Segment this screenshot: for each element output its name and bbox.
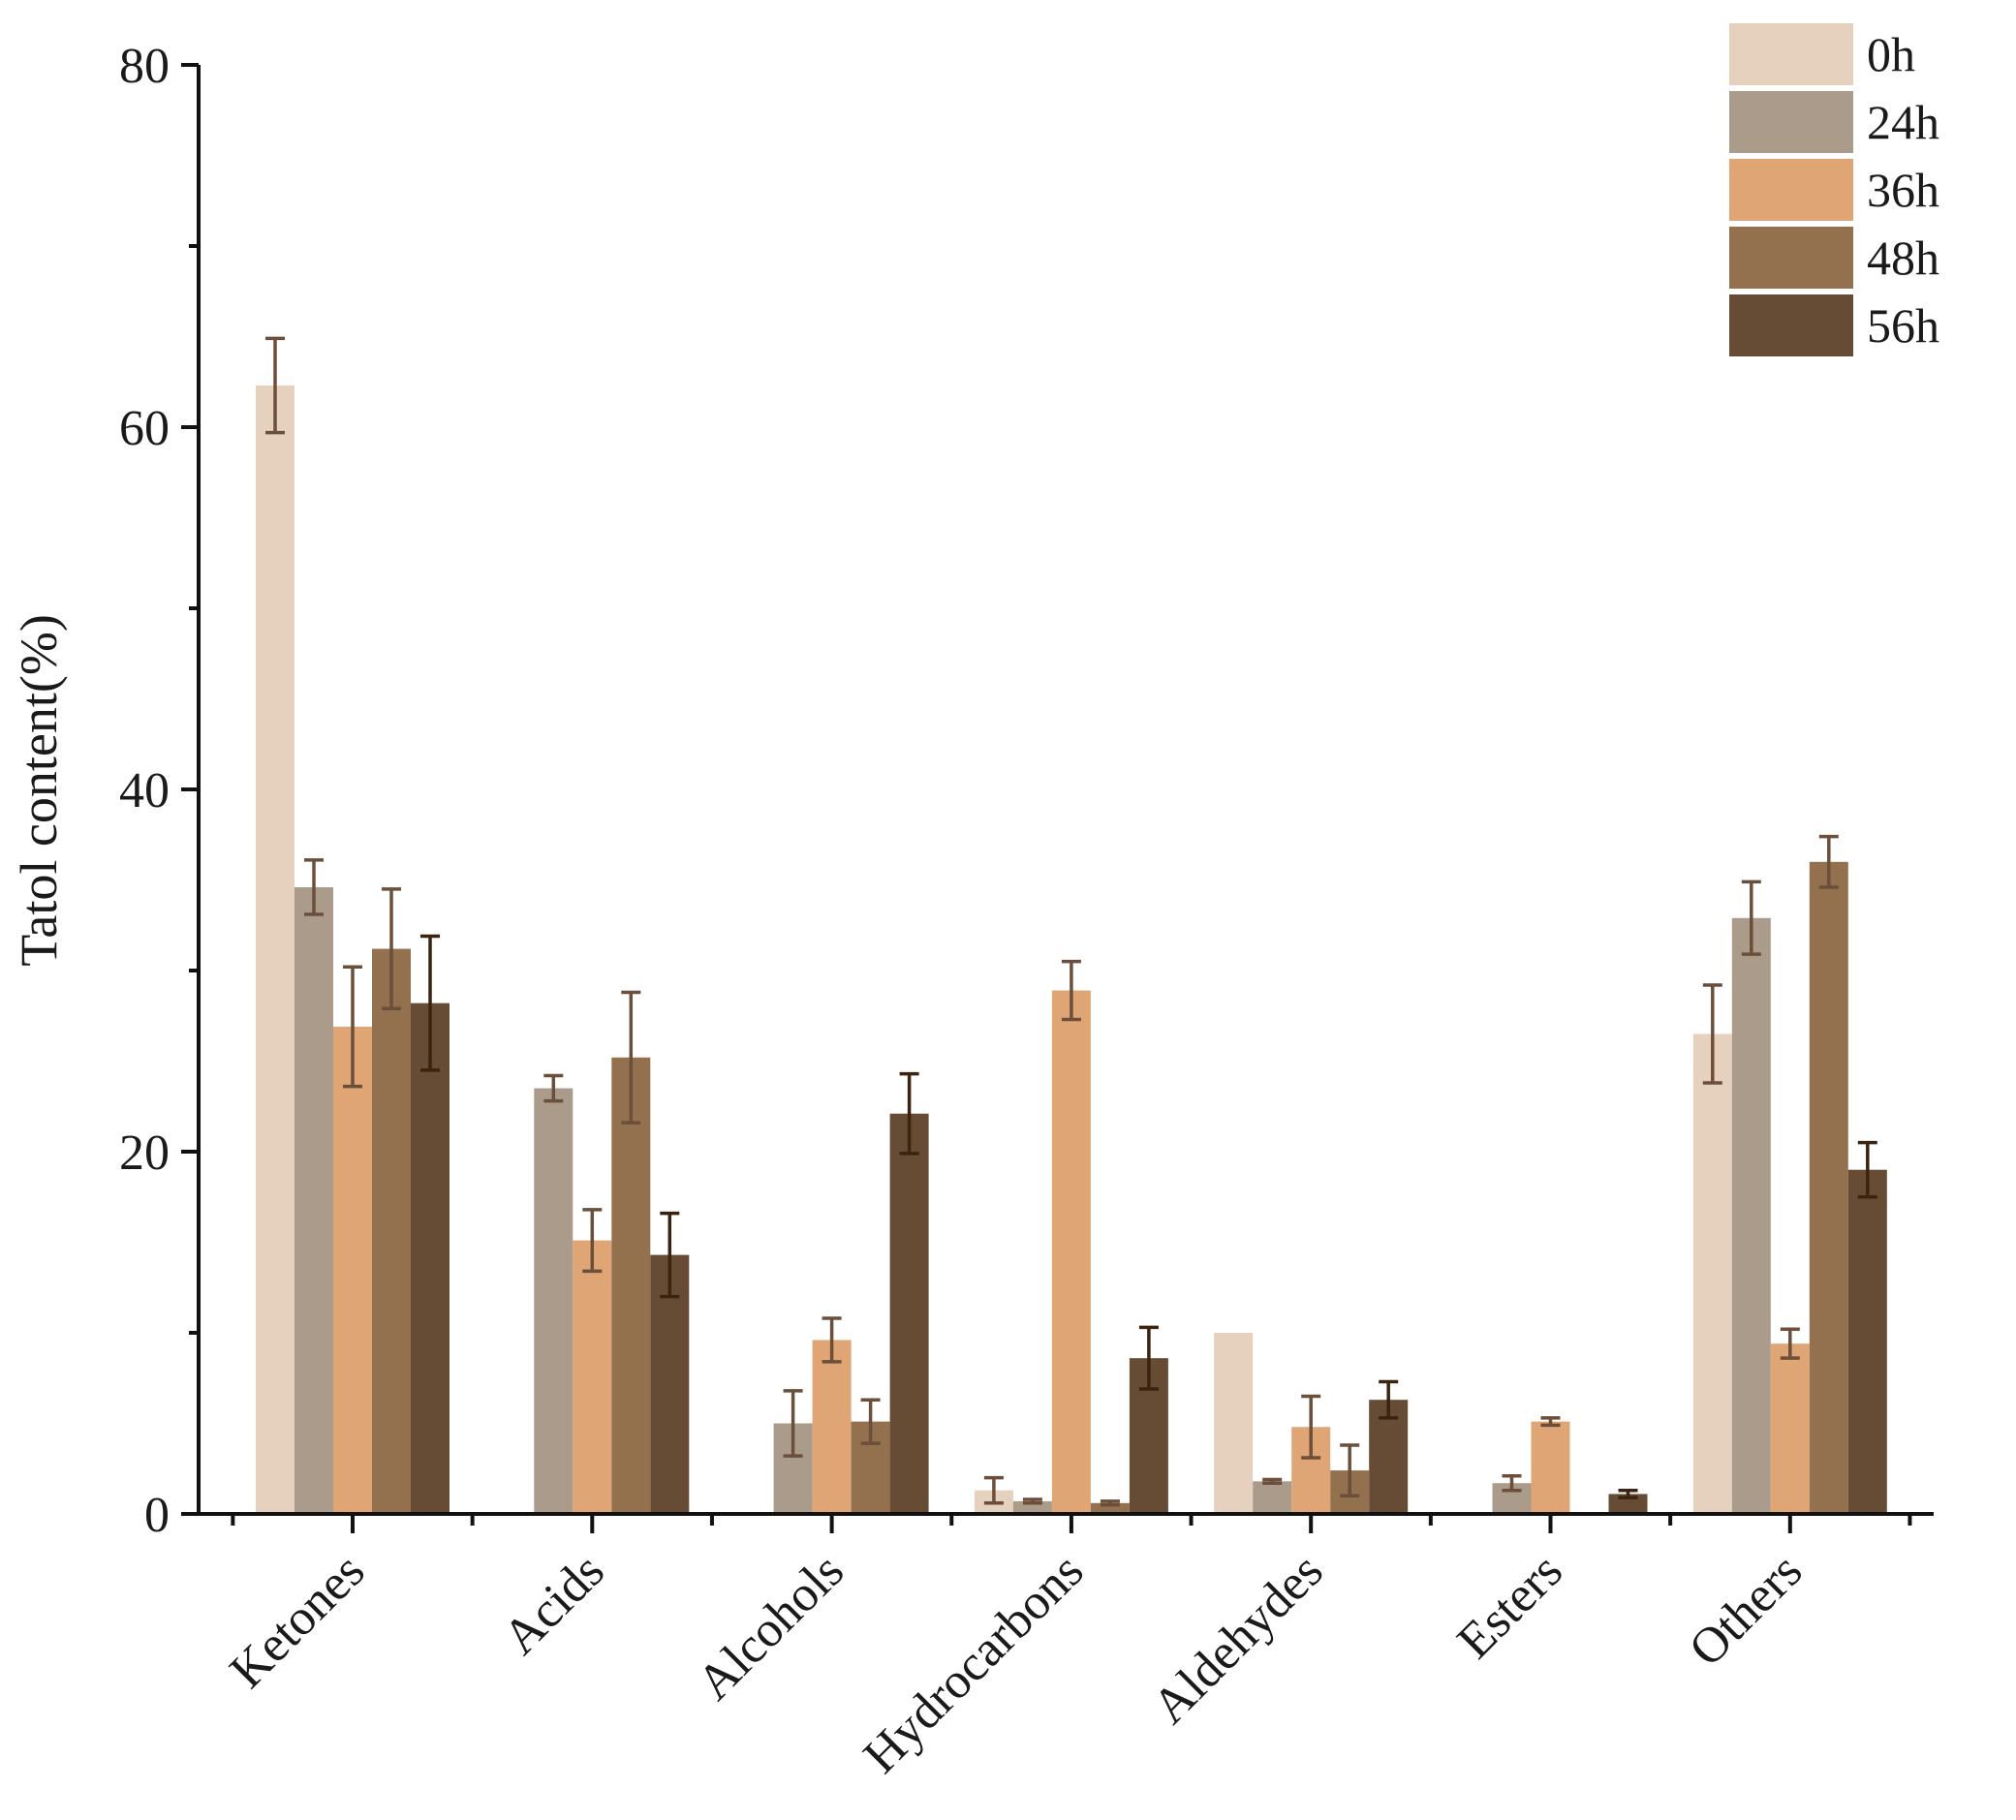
bar-ketones-24h (295, 886, 333, 1514)
bar-hydrocarbons-48h (1090, 1502, 1130, 1514)
error-bars-layer (265, 336, 1877, 1507)
bar-acids-36h (573, 1240, 612, 1514)
legend-swatch-24h (1729, 91, 1853, 153)
error-bar-acids-24h (543, 1073, 564, 1103)
x-tick-label-alcohols: Alcohols (687, 1543, 854, 1711)
error-bar-aldehydes-56h (1379, 1379, 1399, 1420)
error-bar-alcohols-36h (822, 1316, 842, 1364)
error-bar-acids-48h (621, 990, 641, 1125)
error-bar-others-0h (1702, 983, 1722, 1085)
x-tick-label-hydrocarbons: Hydrocarbons (853, 1543, 1095, 1784)
error-bar-alcohols-56h (899, 1071, 919, 1156)
error-bar-ketones-48h (382, 887, 401, 1011)
legend-label-36h: 36h (1867, 163, 1939, 217)
bar-hydrocarbons-36h (1051, 990, 1091, 1514)
x-tick-label-aldehydes: Aldehydes (1142, 1543, 1334, 1735)
legend-label-56h: 56h (1867, 298, 1939, 353)
y-tick-label-60: 60 (119, 401, 170, 456)
x-tick-label-others: Others (1679, 1543, 1813, 1677)
bar-esters-36h (1531, 1421, 1570, 1514)
bar-acids-24h (534, 1088, 574, 1514)
legend-swatch-56h (1729, 294, 1853, 356)
bar-ketones-36h (333, 1026, 372, 1514)
x-tick-label-acids: Acids (493, 1543, 615, 1665)
y-tick-label-80: 80 (119, 39, 170, 94)
y-tick-label-40: 40 (119, 763, 170, 818)
bars-layer (256, 385, 1887, 1514)
error-bar-esters-24h (1502, 1473, 1522, 1493)
error-bar-ketones-0h (265, 336, 285, 435)
error-bar-ketones-56h (420, 934, 440, 1072)
bar-acids-48h (611, 1057, 651, 1514)
error-bar-hydrocarbons-56h (1138, 1325, 1159, 1391)
error-bar-aldehydes-36h (1301, 1394, 1321, 1460)
error-bar-acids-56h (660, 1211, 680, 1299)
bar-others-36h (1770, 1343, 1810, 1514)
legend-label-48h: 48h (1867, 231, 1939, 285)
error-bar-aldehydes-48h (1340, 1443, 1360, 1498)
y-axis-title: Tatol content(%) (10, 614, 68, 967)
error-bar-others-24h (1741, 879, 1761, 956)
error-bar-acids-36h (582, 1208, 603, 1274)
x-tick-label-ketones: Ketones (220, 1543, 376, 1699)
error-bar-others-48h (1818, 834, 1839, 889)
bar-ketones-48h (372, 948, 411, 1514)
error-bar-alcohols-48h (860, 1398, 881, 1445)
bar-ketones-0h (256, 385, 295, 1514)
error-bar-alcohols-24h (783, 1389, 803, 1458)
error-bar-others-56h (1857, 1140, 1877, 1199)
legend-swatch-36h (1729, 159, 1853, 221)
error-bar-esters-36h (1540, 1416, 1561, 1428)
error-bar-ketones-24h (304, 858, 324, 916)
bar-alcohols-56h (889, 1113, 929, 1514)
bar-aldehydes-0h (1214, 1333, 1254, 1514)
legend-swatch-48h (1729, 227, 1853, 289)
y-tick-label-0: 0 (144, 1488, 170, 1543)
error-bar-hydrocarbons-24h (1022, 1497, 1042, 1505)
bar-ketones-56h (411, 1003, 450, 1514)
error-bar-hydrocarbons-48h (1100, 1499, 1120, 1507)
bar-others-0h (1692, 1033, 1732, 1514)
bar-others-56h (1847, 1169, 1887, 1514)
error-bar-others-36h (1780, 1327, 1800, 1360)
y-tick-label-20: 20 (119, 1126, 170, 1181)
error-bar-aldehydes-24h (1262, 1477, 1283, 1485)
legend-label-0h: 0h (1867, 27, 1915, 81)
bar-others-48h (1809, 861, 1848, 1514)
error-bar-esters-56h (1618, 1488, 1638, 1499)
legend-swatch-0h (1729, 23, 1853, 85)
error-bar-ketones-36h (343, 965, 362, 1089)
legend-label-24h: 24h (1867, 95, 1939, 149)
legend: 0h 24h 36h 48h 56h (1729, 23, 1939, 356)
x-tick-label-esters: Esters (1447, 1543, 1573, 1669)
bar-aldehydes-24h (1253, 1481, 1292, 1514)
bar-alcohols-36h (812, 1340, 852, 1514)
bar-others-24h (1731, 917, 1771, 1514)
error-bar-hydrocarbons-0h (983, 1475, 1004, 1505)
error-bar-hydrocarbons-36h (1061, 959, 1081, 1022)
